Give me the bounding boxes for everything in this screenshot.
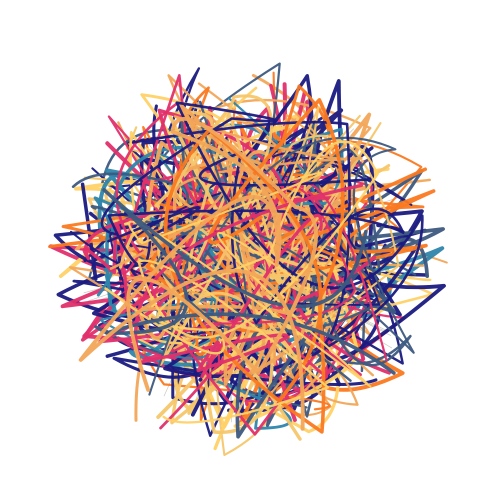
yarn-strand	[100, 101, 424, 357]
yarn-strand	[134, 183, 364, 379]
yarn-strand	[78, 116, 318, 431]
yarn-strand	[79, 115, 406, 403]
yarn-strand	[102, 188, 396, 375]
yarn-strand	[163, 98, 345, 434]
yarn-strand	[225, 105, 400, 416]
yarn-strands	[48, 62, 448, 457]
yarn-strand	[127, 171, 372, 388]
